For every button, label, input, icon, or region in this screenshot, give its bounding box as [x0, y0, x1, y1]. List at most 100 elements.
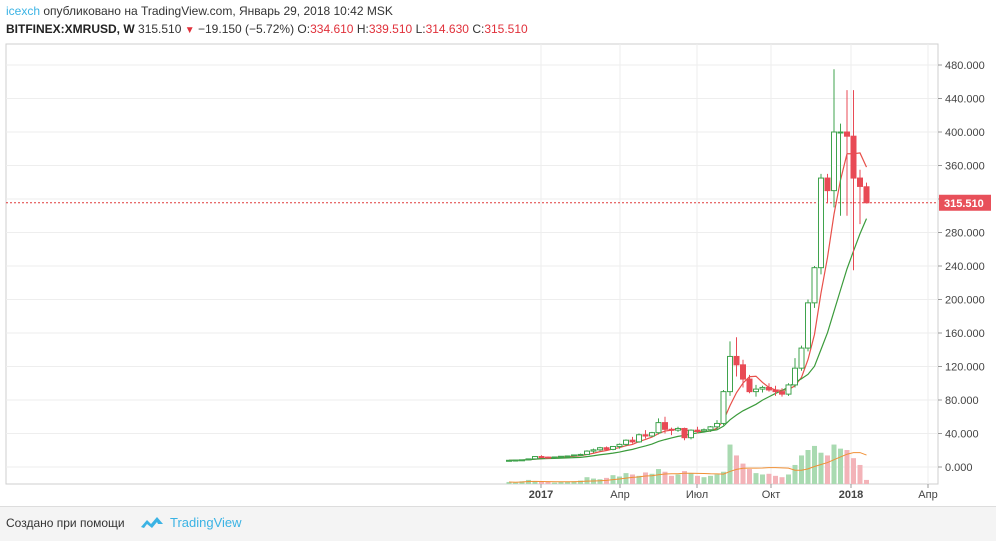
candle-body [590, 449, 597, 452]
close-label: C: [472, 22, 485, 36]
high-label: H: [356, 22, 369, 36]
price-tick-label: 200.000 [945, 295, 985, 307]
open-label: O: [297, 22, 311, 36]
volume-bar [753, 473, 759, 484]
candle-body [649, 432, 655, 437]
volume-bar [649, 473, 655, 484]
volume-bar [643, 472, 648, 484]
footer-bar: Создано при помощи TradingView [0, 506, 996, 541]
volume-bar [831, 444, 837, 484]
volume-bar [844, 450, 850, 484]
candle-body [746, 378, 753, 393]
footer-text: Создано при помощи [6, 516, 125, 530]
candle-body [818, 177, 824, 269]
time-tick-label: Апр [918, 489, 937, 501]
price-tick-label: 480.000 [945, 60, 985, 72]
candle-body [564, 455, 571, 458]
volume-bar [604, 477, 609, 484]
volume-bar [617, 476, 622, 484]
price-tick-label: 80.000 [945, 395, 979, 407]
down-triangle-icon: ▼ [184, 25, 195, 36]
open-value: 334.610 [310, 22, 354, 36]
candle-body [740, 364, 746, 380]
candle-body [662, 422, 668, 430]
volume-bar [857, 464, 863, 484]
candle-body [720, 391, 727, 424]
volume-bar [825, 455, 830, 484]
price-tick-label: 240.000 [945, 261, 985, 273]
candle-body [675, 427, 681, 431]
volume-bar [779, 477, 785, 484]
time-tick-label: 2018 [839, 489, 863, 501]
volume-bar [565, 481, 570, 484]
candle-body [766, 386, 772, 391]
time-tick-label: 2017 [529, 489, 553, 501]
price-tick-label: 40.000 [945, 429, 979, 441]
candle-body [811, 267, 818, 304]
volume-bar [838, 448, 843, 484]
candle-body [837, 131, 844, 134]
last-price-badge [939, 194, 991, 211]
symbol-line: BITFINEX:XMRUSD, W 315.510 ▼ −19.150 (−5… [6, 22, 528, 36]
chart-grid [5, 43, 939, 485]
candle-body [727, 355, 733, 393]
price-tick-label: 440.000 [945, 94, 985, 106]
tradingview-brand[interactable]: TradingView [170, 515, 242, 530]
candle-body [759, 386, 766, 390]
candle-body [857, 177, 863, 187]
plot-frame [5, 43, 939, 485]
candle-body [844, 131, 850, 137]
volume-bar [506, 481, 512, 484]
candle-body [597, 447, 603, 451]
volume-bar [597, 479, 603, 484]
candle-body [525, 458, 532, 461]
volume-bar [558, 481, 564, 484]
price-tick-label: 120.000 [945, 362, 985, 374]
candle-body [655, 422, 662, 434]
volume-bar [760, 474, 765, 484]
volume-bar [682, 471, 687, 484]
volume-bar [747, 469, 752, 484]
volume-bar [786, 474, 791, 484]
volume-bar [656, 469, 661, 484]
candle-body [636, 434, 642, 443]
volume-bar [552, 482, 557, 484]
candle-body [571, 454, 577, 457]
time-tick-label: Апр [610, 489, 629, 501]
ma-slow-line [508, 218, 868, 461]
price-tick-label: 360.000 [945, 161, 985, 173]
candlesticks [506, 69, 870, 462]
candle-body [623, 439, 629, 445]
volume-bar [578, 480, 583, 484]
volume-bar [513, 482, 518, 484]
volume-bar [688, 473, 694, 484]
volume-bar [519, 481, 525, 484]
volume-bar [526, 479, 531, 484]
tradingview-logo-icon[interactable] [140, 514, 164, 532]
candle-body [616, 443, 623, 447]
candle-body [694, 429, 701, 432]
last-price: 315.510 [138, 22, 182, 36]
chart-axes: 480.000440.000400.000360.000320.000280.0… [529, 60, 991, 501]
candle-body [642, 434, 649, 437]
candle-body [538, 456, 545, 459]
volume-bar [766, 473, 772, 484]
publish-info: опубликовано на TradingView.com, Январь … [43, 4, 393, 18]
candle-body [532, 456, 538, 460]
candle-body [551, 456, 558, 459]
volume-bar [545, 481, 551, 484]
author-link[interactable]: icexch [6, 4, 41, 18]
volume-bar [818, 452, 824, 484]
price-tick-label: 160.000 [945, 328, 985, 340]
volume-bar [630, 474, 635, 484]
price-chart[interactable]: 480.000440.000400.000360.000320.000280.0… [0, 0, 996, 506]
volume-ma-line [508, 452, 867, 483]
candle-body [714, 422, 720, 428]
candle-body [785, 384, 792, 395]
volume-bar [864, 479, 869, 484]
volume-bar [792, 464, 798, 484]
candle-body [688, 429, 694, 439]
volume-bar [851, 458, 856, 484]
candle-body [863, 186, 870, 204]
volume-bar [740, 463, 746, 484]
